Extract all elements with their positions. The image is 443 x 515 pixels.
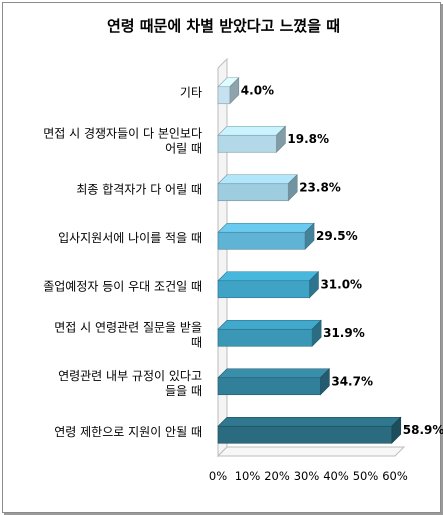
category-label: 기타 <box>180 85 202 99</box>
bar <box>217 368 331 396</box>
data-label: 29.5% <box>316 229 358 243</box>
category-label: 최종 합격자가 다 어릴 때 <box>76 182 202 196</box>
data-label: 31.9% <box>323 326 365 340</box>
x-tick-label: 50% <box>353 469 379 483</box>
x-tick-label: 10% <box>235 469 261 483</box>
data-label: 4.0% <box>241 83 274 97</box>
x-tick-label: 60% <box>382 469 408 483</box>
axis-floor <box>216 446 406 457</box>
bar <box>217 77 240 105</box>
data-label: 31.0% <box>320 277 362 291</box>
category-label: 면접 시 경쟁자들이 다 본인보다 어릴 때 <box>43 126 202 155</box>
x-tick-label: 40% <box>323 469 349 483</box>
data-label: 23.8% <box>299 180 341 194</box>
data-label: 58.9% <box>403 423 443 437</box>
plot-area <box>216 57 406 458</box>
x-tick-label: 30% <box>294 469 320 483</box>
category-label: 연령관련 내부 규정이 있다고 들을 때 <box>58 369 202 398</box>
bar <box>217 416 402 444</box>
data-label: 19.8% <box>287 132 329 146</box>
axis-wall <box>217 57 228 458</box>
category-label: 졸업예정자 등이 우대 조건일 때 <box>43 279 202 293</box>
chart-title: 연령 때문에 차별 받았다고 느꼈을 때 <box>106 17 341 35</box>
bar <box>217 125 287 153</box>
category-label: 입사지원서에 나이를 적을 때 <box>58 231 202 245</box>
bar <box>217 271 320 299</box>
category-label: 면접 시 연령관련 질문을 받을 때 <box>54 320 202 349</box>
x-tick-label: 20% <box>264 469 290 483</box>
category-label: 연령 제한으로 지원이 안될 때 <box>54 425 202 439</box>
data-label: 34.7% <box>331 374 373 388</box>
bar <box>217 319 322 347</box>
x-tick-label: 0% <box>209 469 227 483</box>
bar <box>217 174 298 202</box>
bar <box>217 222 315 250</box>
